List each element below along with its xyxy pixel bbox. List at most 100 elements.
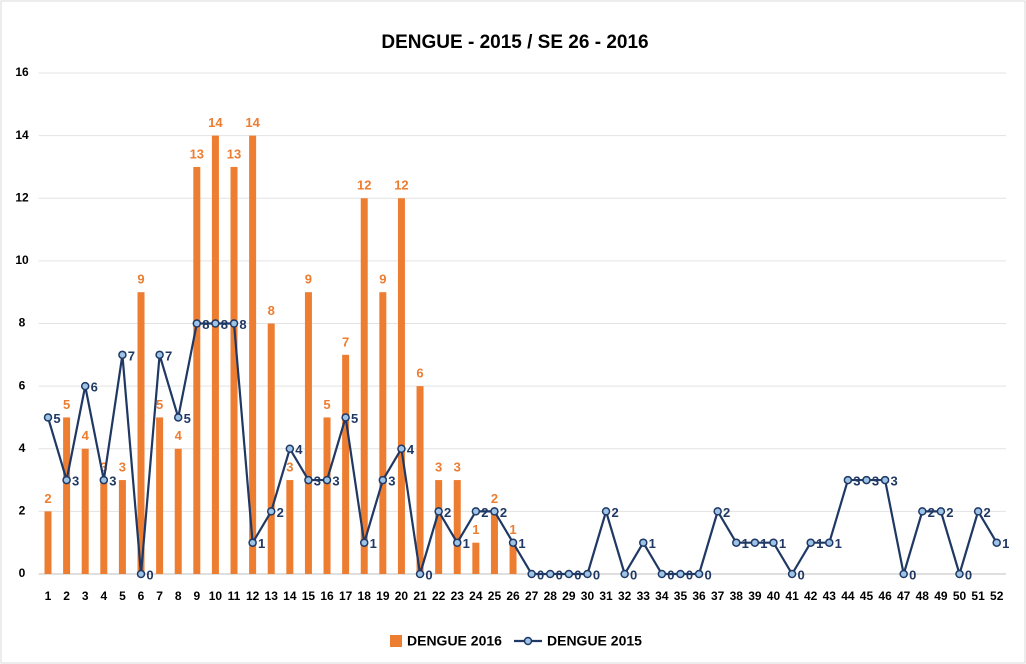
line-marker — [266, 507, 276, 516]
x-tick-label: 15 — [302, 589, 316, 603]
line-value-label: 1 — [370, 536, 377, 551]
bar-value-label: 7 — [342, 334, 349, 349]
line-value-label: 3 — [109, 474, 116, 489]
line-marker — [546, 569, 555, 579]
line-marker — [378, 475, 388, 485]
x-tick-label: 46 — [878, 589, 892, 603]
x-tick-label: 28 — [544, 589, 558, 603]
bar-value-label: 12 — [394, 178, 408, 193]
line-value-label: 4 — [407, 442, 415, 457]
line-value-label: 0 — [574, 567, 581, 582]
x-tick-label: 45 — [860, 589, 874, 603]
x-tick-label: 8 — [175, 589, 182, 603]
line-marker — [248, 538, 257, 547]
line-value-label: 3 — [388, 474, 395, 489]
line-marker — [397, 444, 406, 453]
x-tick-label: 51 — [971, 589, 985, 603]
bar — [472, 542, 480, 574]
line-marker — [229, 319, 239, 328]
bar — [360, 198, 368, 574]
line-marker — [936, 507, 946, 516]
line-marker — [713, 507, 722, 516]
line-marker — [211, 319, 220, 328]
line-value-label: 1 — [463, 536, 470, 551]
line-value-label: 8 — [239, 317, 246, 332]
bar — [490, 511, 498, 574]
bar-value-label: 5 — [323, 397, 330, 412]
line-value-label: 7 — [128, 348, 135, 363]
line-marker — [732, 538, 741, 547]
line-value-label: 8 — [202, 317, 209, 332]
bar — [81, 448, 89, 574]
y-tick-label: 4 — [19, 441, 26, 455]
line-value-label: 5 — [184, 411, 191, 426]
y-tick-label: 6 — [19, 378, 26, 392]
x-tick-label: 21 — [413, 589, 427, 603]
line-marker — [750, 538, 760, 547]
line-value-label: 3 — [72, 474, 79, 489]
bar-value-label: 13 — [190, 146, 204, 161]
bar — [44, 511, 52, 574]
bar-value-label: 6 — [416, 366, 423, 381]
line — [46, 322, 998, 578]
bar-value-label: 12 — [357, 178, 371, 193]
x-tick-label: 36 — [692, 589, 706, 603]
legend-label: DENGUE 2015 — [547, 633, 642, 649]
x-tick-label: 3 — [82, 589, 89, 603]
line-marker — [322, 475, 332, 485]
chart-title: DENGUE - 2015 / SE 26 - 2016 — [381, 32, 648, 53]
x-tick-label: 4 — [100, 589, 107, 603]
line-value-label: 0 — [965, 567, 972, 582]
bar — [342, 354, 350, 574]
x-tick-label: 42 — [804, 589, 818, 603]
line-value-label: 0 — [797, 567, 804, 582]
line-marker — [583, 569, 592, 579]
line-marker — [992, 538, 1001, 547]
line-value-label: 3 — [872, 474, 879, 489]
line-value-label: 2 — [611, 505, 618, 520]
x-tick-label: 9 — [193, 589, 200, 603]
bar — [249, 135, 257, 574]
bar-value-label: 9 — [379, 272, 386, 287]
x-tick-label: 37 — [711, 589, 725, 603]
x-tick-label: 19 — [376, 589, 390, 603]
x-tick-label: 10 — [209, 589, 223, 603]
line-value-label: 0 — [667, 567, 674, 582]
line-value-label: 2 — [928, 505, 935, 520]
x-tick-label: 50 — [953, 589, 967, 603]
line-marker — [80, 381, 90, 391]
line-marker — [359, 538, 369, 547]
bar — [267, 323, 275, 574]
bar-value-label: 3 — [119, 460, 126, 475]
line-value-label: 2 — [723, 505, 730, 520]
line-marker — [192, 319, 202, 328]
line-marker — [769, 538, 778, 547]
line-value-label: 0 — [909, 567, 916, 582]
bar-value-label: 3 — [454, 460, 461, 475]
bar-value-label: 14 — [245, 115, 260, 130]
x-tick-label: 23 — [451, 589, 465, 603]
bar-value-label: 9 — [137, 272, 144, 287]
bar-value-label: 14 — [208, 115, 223, 130]
x-tick-label: 38 — [730, 589, 744, 603]
line-marker — [973, 507, 983, 516]
line-marker — [434, 507, 443, 516]
x-tick-label: 30 — [581, 589, 595, 603]
x-tick-label: 29 — [562, 589, 576, 603]
line-marker — [843, 475, 853, 485]
y-tick-label: 14 — [15, 128, 29, 142]
bar — [286, 480, 294, 574]
x-tick-label: 34 — [655, 589, 669, 603]
line-marker — [99, 475, 109, 485]
line-marker — [880, 475, 890, 485]
line-marker — [676, 569, 685, 579]
x-tick-label: 39 — [748, 589, 762, 603]
line-marker — [285, 444, 295, 453]
line-marker — [43, 413, 53, 422]
bar — [156, 417, 164, 574]
x-tick-label: 27 — [525, 589, 539, 603]
bar-value-label: 2 — [44, 491, 51, 506]
x-tick-label: 44 — [841, 589, 855, 603]
line-marker — [955, 569, 964, 579]
line-marker — [825, 538, 834, 547]
